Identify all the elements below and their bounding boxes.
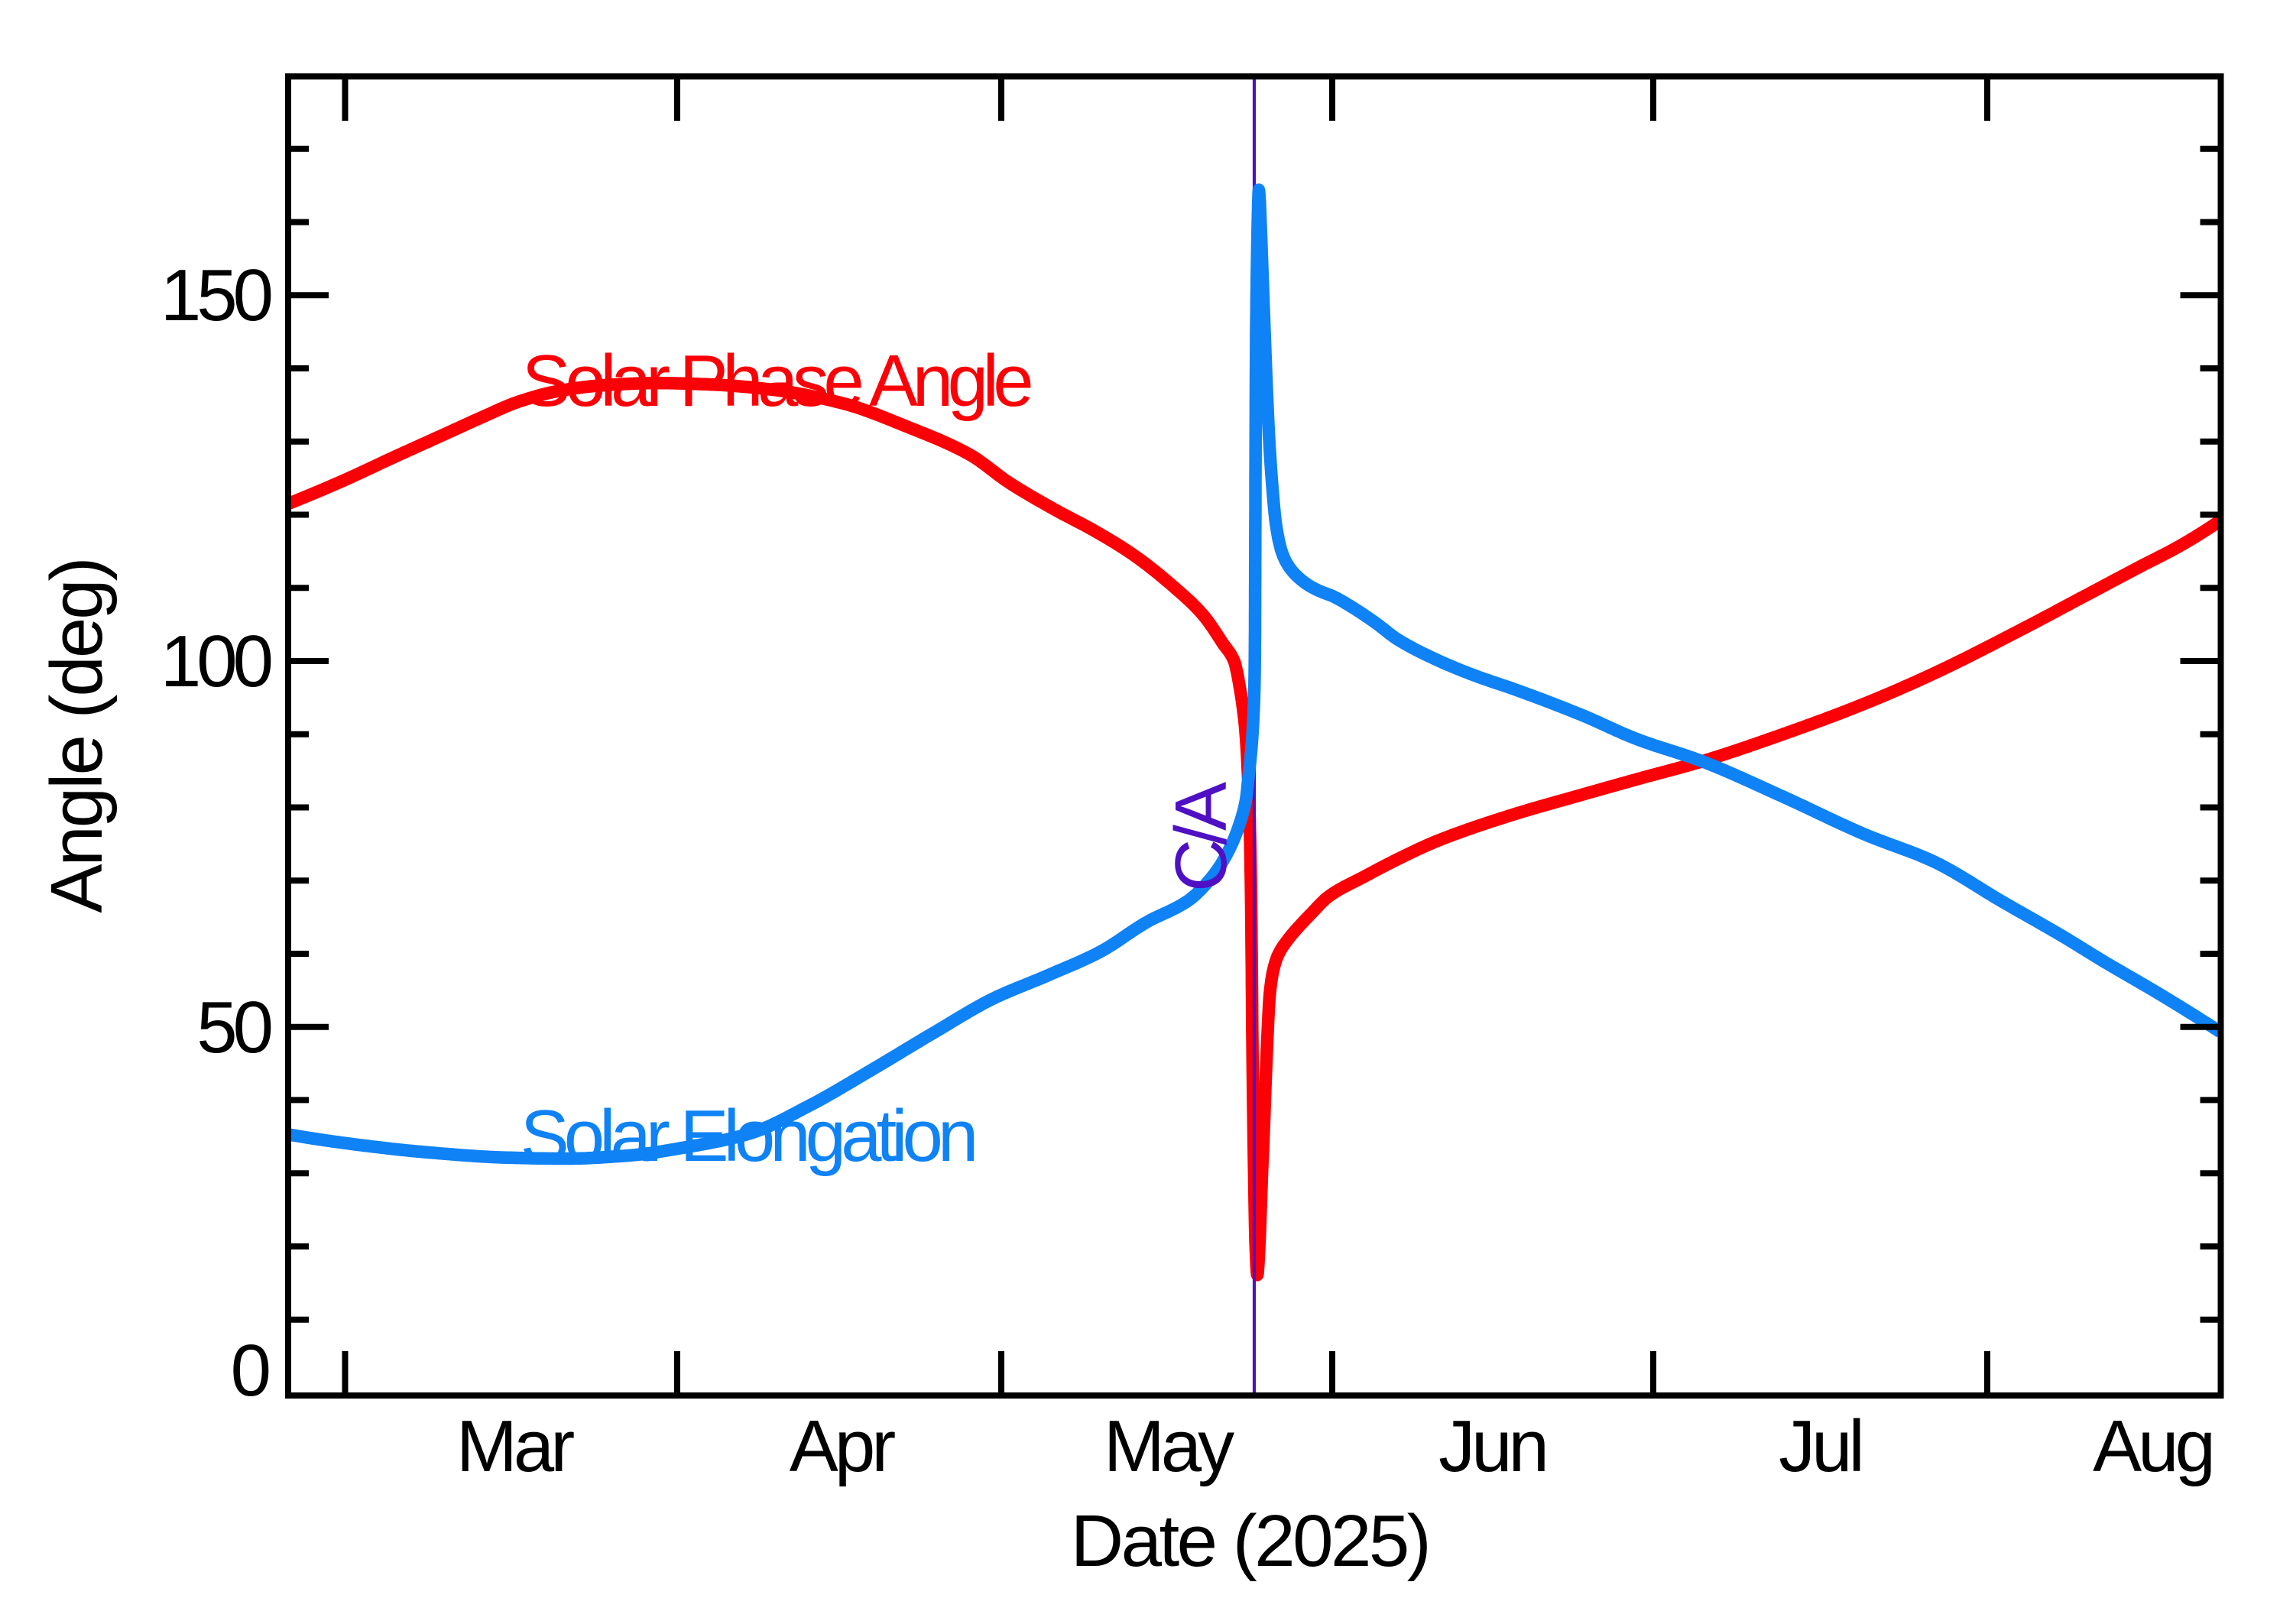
- svg-text:Date (2025): Date (2025): [1071, 1500, 1429, 1582]
- svg-text:Jul: Jul: [1779, 1405, 1861, 1487]
- svg-text:C/A: C/A: [1160, 782, 1242, 892]
- svg-text:Solar Elongation: Solar Elongation: [521, 1095, 975, 1177]
- svg-text:50: 50: [196, 987, 271, 1068]
- svg-text:Jun: Jun: [1438, 1405, 1545, 1487]
- svg-text:100: 100: [161, 621, 271, 702]
- svg-text:150: 150: [161, 254, 271, 336]
- svg-text:Aug: Aug: [2093, 1405, 2212, 1487]
- svg-text:May: May: [1104, 1405, 1234, 1487]
- svg-text:Apr: Apr: [790, 1405, 895, 1487]
- svg-text:Mar: Mar: [456, 1405, 574, 1487]
- svg-text:0: 0: [231, 1330, 269, 1412]
- svg-text:Angle (deg): Angle (deg): [36, 559, 118, 912]
- svg-text:Solar Phase Angle: Solar Phase Angle: [522, 340, 1032, 422]
